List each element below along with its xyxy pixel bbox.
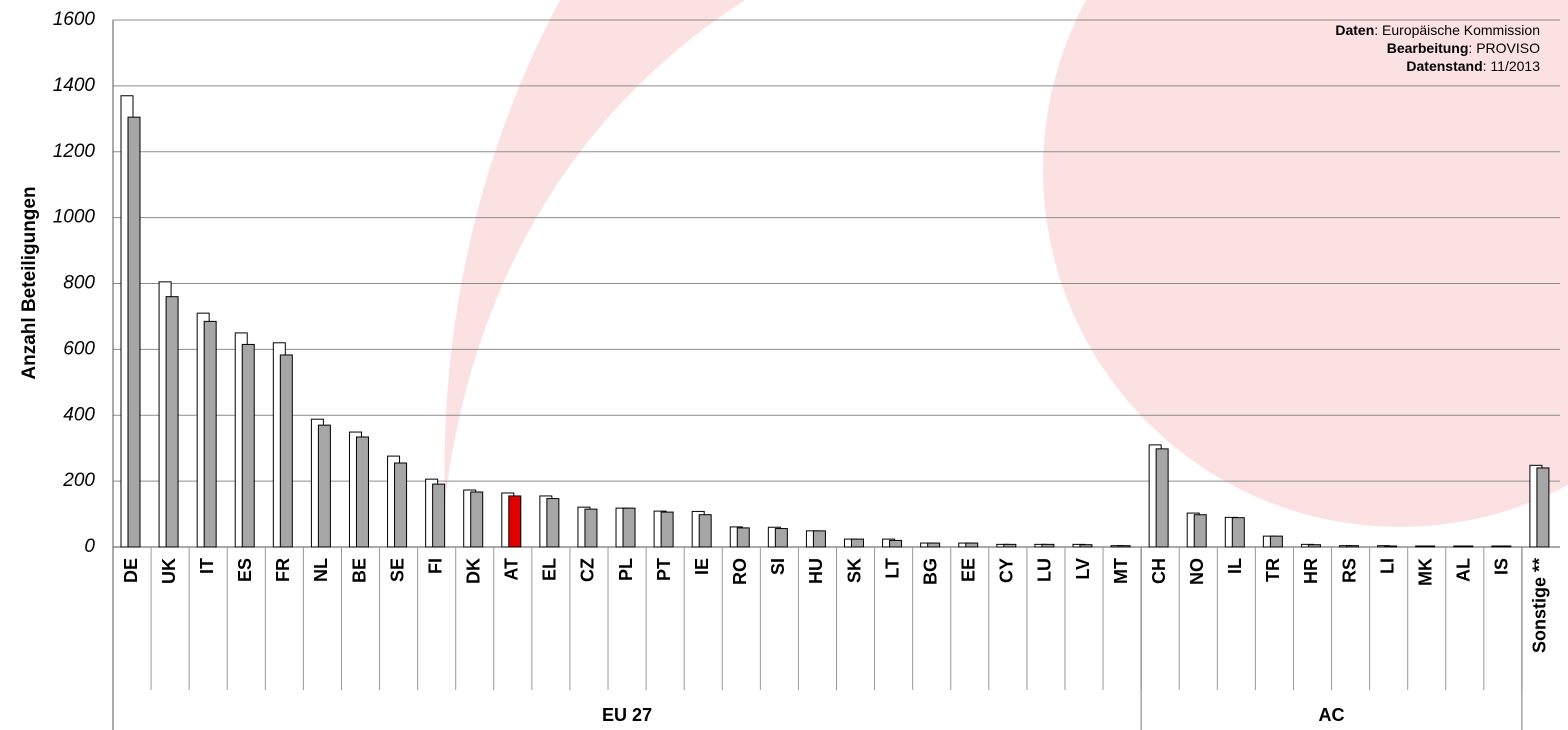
x-tick-label: DK xyxy=(464,558,484,584)
source-text: : PROVISO xyxy=(1468,40,1540,56)
bar xyxy=(660,511,674,548)
x-tick-label: HR xyxy=(1301,558,1321,584)
bar xyxy=(698,514,712,548)
bar xyxy=(1041,543,1055,548)
bar xyxy=(1346,545,1360,548)
bar xyxy=(1460,545,1474,548)
x-tick-label: Sonstige ** xyxy=(1530,558,1550,653)
bar xyxy=(1384,545,1398,548)
bar xyxy=(1079,544,1093,548)
x-tick-label: LU xyxy=(1035,558,1055,582)
bar xyxy=(584,508,598,548)
y-tick-label: 200 xyxy=(62,470,95,491)
x-tick-label: SE xyxy=(387,558,407,582)
bar xyxy=(1498,545,1512,548)
x-tick-label: MT xyxy=(1111,558,1131,584)
x-tick-label: EE xyxy=(959,558,979,582)
x-tick-label: LI xyxy=(1377,558,1397,574)
y-axis-label: Anzahl Beteiligungen xyxy=(19,186,40,379)
bar xyxy=(1193,514,1207,548)
bar xyxy=(279,354,293,548)
source-note: Datenstand: 11/2013 xyxy=(1406,58,1540,74)
x-tick-label: RO xyxy=(730,558,750,585)
bar xyxy=(1231,517,1245,548)
x-tick-label: FR xyxy=(273,558,293,582)
bar xyxy=(965,542,979,548)
bar xyxy=(736,527,750,548)
bar xyxy=(317,424,331,548)
bar xyxy=(1155,448,1169,548)
bar xyxy=(165,296,179,548)
bar xyxy=(1003,543,1017,548)
bar xyxy=(1117,545,1131,548)
y-tick-label: 400 xyxy=(63,404,95,425)
source-note: Daten: Europäische Kommission xyxy=(1335,22,1540,38)
bar xyxy=(470,491,484,548)
bar xyxy=(1269,535,1283,548)
x-tick-label: AT xyxy=(502,558,522,581)
x-tick-label: LV xyxy=(1073,558,1093,580)
x-tick-label: PT xyxy=(654,558,674,581)
x-tick-label: BG xyxy=(920,558,940,585)
source-label: Datenstand xyxy=(1406,58,1482,74)
y-tick-label: 600 xyxy=(63,338,95,359)
x-tick-label: MK xyxy=(1415,558,1435,586)
bar xyxy=(622,507,636,548)
x-tick-label: SK xyxy=(844,558,864,583)
bar xyxy=(927,542,941,548)
source-text: : Europäische Kommission xyxy=(1374,22,1540,38)
x-tick-label: LT xyxy=(882,558,902,579)
x-tick-label: IE xyxy=(692,558,712,575)
x-tick-label: EL xyxy=(540,558,560,581)
x-tick-label: HU xyxy=(806,558,826,584)
x-tick-label: TR xyxy=(1263,558,1283,582)
y-tick-label: 800 xyxy=(63,273,95,294)
x-tick-label: IT xyxy=(197,558,217,574)
bar xyxy=(432,483,446,548)
x-tick-label: RS xyxy=(1339,558,1359,583)
y-tick-label: 1200 xyxy=(53,141,96,162)
group-label: AC xyxy=(1319,705,1345,725)
y-tick-label: 0 xyxy=(84,536,95,557)
y-tick-label: 1000 xyxy=(53,207,96,228)
bar xyxy=(203,320,217,548)
bar xyxy=(394,462,408,548)
x-tick-label: BE xyxy=(349,558,369,583)
x-tick-label: CZ xyxy=(578,558,598,582)
x-tick-label: FI xyxy=(425,558,445,574)
bar xyxy=(508,495,522,548)
source-label: Daten xyxy=(1335,22,1374,38)
x-tick-label: DE xyxy=(121,558,141,583)
bar xyxy=(774,528,788,548)
bar xyxy=(241,343,255,548)
x-tick-label: IS xyxy=(1492,558,1512,575)
x-tick-label: IL xyxy=(1225,558,1245,574)
x-tick-label: CY xyxy=(997,558,1017,583)
background-decoration xyxy=(444,0,1568,527)
bar xyxy=(1422,545,1436,548)
bar xyxy=(1307,544,1321,548)
bar xyxy=(355,436,369,548)
x-tick-label: CH xyxy=(1149,558,1169,584)
y-tick-label: 1600 xyxy=(53,9,96,30)
x-tick-label: NO xyxy=(1187,558,1207,585)
bar xyxy=(851,538,864,548)
bar xyxy=(812,530,826,548)
source-text: : 11/2013 xyxy=(1483,58,1541,74)
x-tick-label: ES xyxy=(235,558,255,582)
bar xyxy=(546,498,560,548)
bar xyxy=(889,539,903,548)
bar xyxy=(127,116,141,548)
x-tick-label: NL xyxy=(311,558,331,582)
x-tick-label: UK xyxy=(159,558,179,584)
source-label: Bearbeitung xyxy=(1387,40,1469,56)
bar xyxy=(1536,467,1550,548)
x-tick-label: AL xyxy=(1454,558,1474,582)
y-tick-label: 1400 xyxy=(53,75,96,96)
x-tick-label: SI xyxy=(768,558,788,575)
x-tick-label: PL xyxy=(616,558,636,581)
group-label: EU 27 xyxy=(602,705,652,725)
source-note: Bearbeitung: PROVISO xyxy=(1387,40,1540,56)
